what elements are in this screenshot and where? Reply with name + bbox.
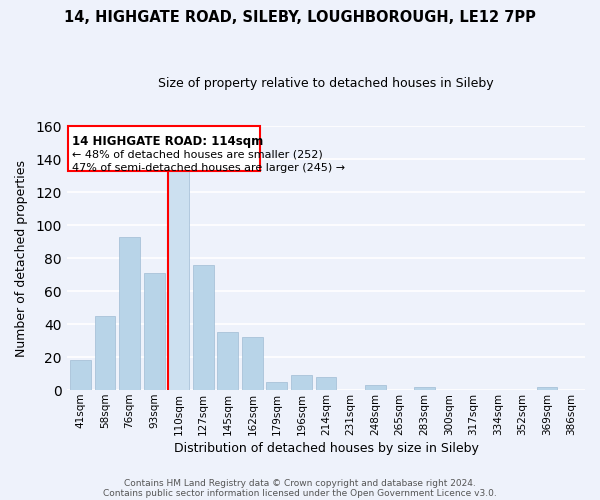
Title: Size of property relative to detached houses in Sileby: Size of property relative to detached ho… [158,78,494,90]
Text: 47% of semi-detached houses are larger (245) →: 47% of semi-detached houses are larger (… [72,162,345,172]
Bar [68,126,260,171]
Bar [291,376,312,390]
Bar [414,387,434,390]
Text: Contains HM Land Registry data © Crown copyright and database right 2024.: Contains HM Land Registry data © Crown c… [124,478,476,488]
Bar [95,316,115,390]
Text: Contains public sector information licensed under the Open Government Licence v3: Contains public sector information licen… [103,488,497,498]
X-axis label: Distribution of detached houses by size in Sileby: Distribution of detached houses by size … [173,442,478,455]
Bar [144,273,164,390]
Y-axis label: Number of detached properties: Number of detached properties [15,160,28,357]
Bar [242,338,263,390]
Text: 14 HIGHGATE ROAD: 114sqm: 14 HIGHGATE ROAD: 114sqm [72,136,263,148]
Bar [316,377,337,390]
Bar [217,332,238,390]
Bar [119,237,140,390]
Bar [266,382,287,390]
Bar [536,387,557,390]
Text: ← 48% of detached houses are smaller (252): ← 48% of detached houses are smaller (25… [72,150,323,160]
Bar [193,265,214,390]
Bar [365,385,386,390]
Bar [70,360,91,390]
Text: 14, HIGHGATE ROAD, SILEBY, LOUGHBOROUGH, LE12 7PP: 14, HIGHGATE ROAD, SILEBY, LOUGHBOROUGH,… [64,10,536,25]
Bar [168,171,189,390]
